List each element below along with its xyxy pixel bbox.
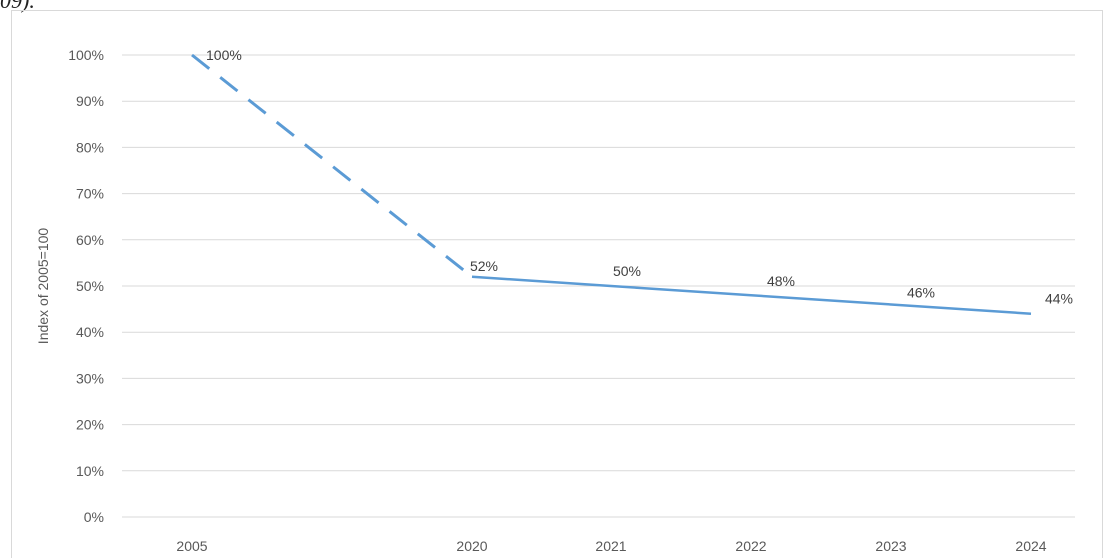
x-tick-label: 2022 xyxy=(735,538,766,554)
data-label: 48% xyxy=(767,273,795,289)
y-axis-tick-labels: 0% 10% 20% 30% 40% 50% 60% 70% 80% 90% 100% xyxy=(68,47,104,525)
gridlines xyxy=(122,54,1075,518)
y-tick-label: 40% xyxy=(76,324,104,340)
series-segment-solid xyxy=(471,275,1032,315)
y-tick-label: 70% xyxy=(76,186,104,202)
y-tick-label: 100% xyxy=(68,47,104,63)
x-tick-label: 2021 xyxy=(595,538,626,554)
data-label: 52% xyxy=(470,258,498,274)
y-tick-label: 80% xyxy=(76,139,104,155)
chart-frame xyxy=(11,10,1103,558)
y-tick-label: 0% xyxy=(84,509,104,525)
y-tick-label: 20% xyxy=(76,417,104,433)
data-label: 100% xyxy=(206,47,242,63)
y-axis-label: Index of 2005=100 xyxy=(35,228,51,345)
x-axis-tick-labels: 2005 2020 2021 2022 2023 2024 xyxy=(176,538,1046,554)
x-tick-label: 2020 xyxy=(456,538,487,554)
x-tick-label: 2023 xyxy=(875,538,906,554)
y-tick-label: 50% xyxy=(76,278,104,294)
data-label: 50% xyxy=(613,263,641,279)
data-label: 44% xyxy=(1045,291,1073,307)
y-tick-label: 30% xyxy=(76,370,104,386)
x-tick-label: 2024 xyxy=(1015,538,1046,554)
y-tick-label: 90% xyxy=(76,93,104,109)
data-labels: 100% 52% 50% 48% 46% 44% xyxy=(206,47,1073,307)
y-tick-label: 60% xyxy=(76,232,104,248)
data-label: 46% xyxy=(907,284,935,300)
series-segment-dashed xyxy=(191,53,473,278)
page-text-fragment: 09). xyxy=(0,0,35,13)
series-line xyxy=(191,53,1032,315)
y-tick-label: 10% xyxy=(76,463,104,479)
x-tick-label: 2005 xyxy=(176,538,207,554)
